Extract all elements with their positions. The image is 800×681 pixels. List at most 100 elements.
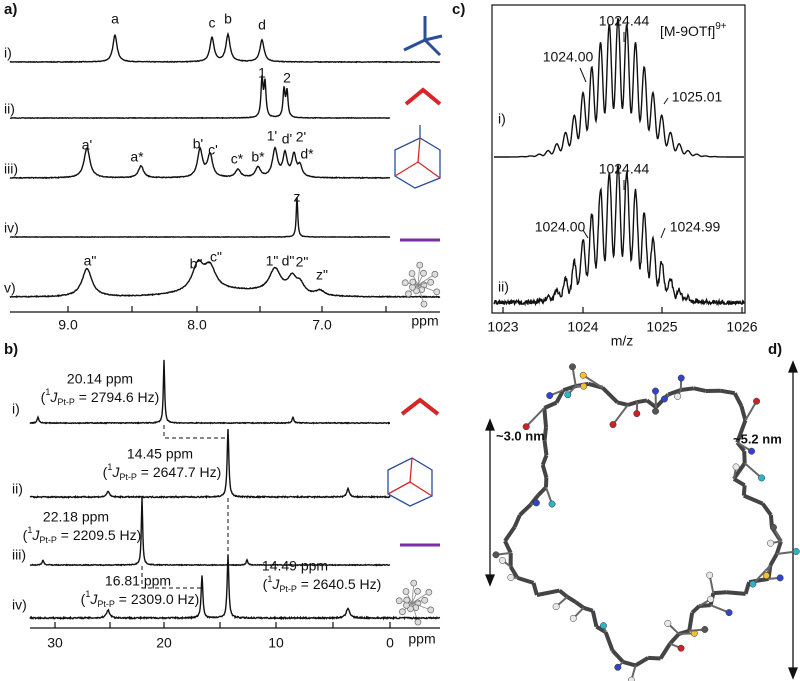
atom xyxy=(492,551,500,559)
atom xyxy=(414,618,422,626)
bond xyxy=(732,392,744,407)
dimension-label: ~5.2 nm xyxy=(733,431,782,446)
bond xyxy=(542,440,549,456)
coupling-part: Pt-P xyxy=(97,599,115,609)
atom xyxy=(627,676,635,681)
spectrum xyxy=(9,196,390,239)
bond xyxy=(542,426,548,442)
peak-label: 1024.44 xyxy=(599,161,650,177)
bond xyxy=(540,454,549,466)
atom xyxy=(758,474,766,482)
atom xyxy=(569,614,577,622)
icon-cluster xyxy=(401,261,441,308)
tick-label: 20 xyxy=(156,635,172,651)
ion-charge: 9+ xyxy=(715,21,727,32)
unit-label: ppm xyxy=(408,631,435,647)
coupling-part: = 2309.0 Hz) xyxy=(115,591,199,607)
peak-label: d xyxy=(258,17,266,33)
bond xyxy=(512,514,522,528)
spectrum xyxy=(9,259,441,299)
atom xyxy=(405,290,412,298)
atom xyxy=(420,269,427,277)
bond xyxy=(732,477,746,488)
bond xyxy=(658,642,672,660)
bond xyxy=(525,407,546,428)
bond xyxy=(713,590,727,596)
atom xyxy=(732,463,740,471)
coupling-part: 1 xyxy=(267,574,272,584)
leader-line xyxy=(579,67,587,83)
atom xyxy=(652,387,659,395)
coupling-part: J xyxy=(111,464,120,480)
bond xyxy=(719,388,736,396)
bond xyxy=(542,407,548,428)
peak-label: b' xyxy=(193,136,203,152)
bond xyxy=(668,632,681,645)
row-label: iii) xyxy=(12,547,26,563)
row-label: ii) xyxy=(498,279,509,295)
bond xyxy=(690,604,701,615)
atom xyxy=(706,571,714,579)
row-label: ii) xyxy=(12,481,23,497)
atom xyxy=(410,579,418,587)
coupling-part: Pt-P xyxy=(39,535,57,545)
bond xyxy=(562,384,577,393)
coupling-part: 1 xyxy=(45,387,50,397)
coupling-part: ( xyxy=(41,389,46,405)
shift-label: 14.49 ppm xyxy=(262,558,328,574)
icon-cage xyxy=(387,457,433,507)
leader-line xyxy=(663,97,669,105)
bond xyxy=(540,464,549,478)
row-label: v) xyxy=(4,280,16,296)
atom xyxy=(399,608,406,616)
coupling-part: = 2640.5 Hz) xyxy=(297,576,381,592)
peak-label: 2' xyxy=(296,129,306,145)
bond xyxy=(744,462,763,479)
atom xyxy=(431,270,439,278)
coupling-part: 1 xyxy=(107,462,112,472)
icon-chevron xyxy=(400,397,440,416)
panel-label: a) xyxy=(4,1,17,18)
atom xyxy=(579,371,587,379)
ion-label: [M-9OTf]9+ xyxy=(660,21,727,39)
atom xyxy=(522,423,530,431)
bond xyxy=(574,600,585,610)
atom xyxy=(408,270,416,277)
bond xyxy=(744,400,758,421)
peak-label: 1" xyxy=(266,253,279,269)
icon-cluster xyxy=(395,579,435,626)
bond xyxy=(693,386,707,393)
panel-label: c) xyxy=(452,1,465,18)
coupling-part: 1 xyxy=(27,525,32,535)
atom xyxy=(548,500,556,508)
atom xyxy=(552,603,560,611)
atom xyxy=(414,587,421,595)
coupling-part: J xyxy=(49,389,58,405)
coupling-part: J xyxy=(89,591,98,607)
peak-label: b* xyxy=(251,149,265,165)
atom xyxy=(664,619,672,627)
peak-label: d* xyxy=(300,146,314,162)
mass-spectrum xyxy=(494,17,744,158)
atom xyxy=(421,596,429,604)
bond xyxy=(503,540,513,554)
peak-label: d' xyxy=(282,131,292,147)
atom xyxy=(427,606,435,614)
bond xyxy=(558,588,569,599)
atom xyxy=(660,395,668,403)
bond xyxy=(645,398,658,409)
bond xyxy=(543,400,558,410)
spectrum xyxy=(9,145,391,180)
bond xyxy=(582,605,594,613)
coupling-label: (1JPt-P = 2640.5 Hz) xyxy=(263,574,382,594)
bond xyxy=(518,503,533,517)
bond xyxy=(743,493,764,506)
tick-label: 1024 xyxy=(567,319,598,335)
bond xyxy=(627,400,638,407)
ion-formula: [M-9OTf] xyxy=(660,23,715,39)
peak-label: 2 xyxy=(283,70,291,86)
bond xyxy=(680,386,694,392)
atom xyxy=(409,278,417,286)
atom xyxy=(427,278,435,286)
